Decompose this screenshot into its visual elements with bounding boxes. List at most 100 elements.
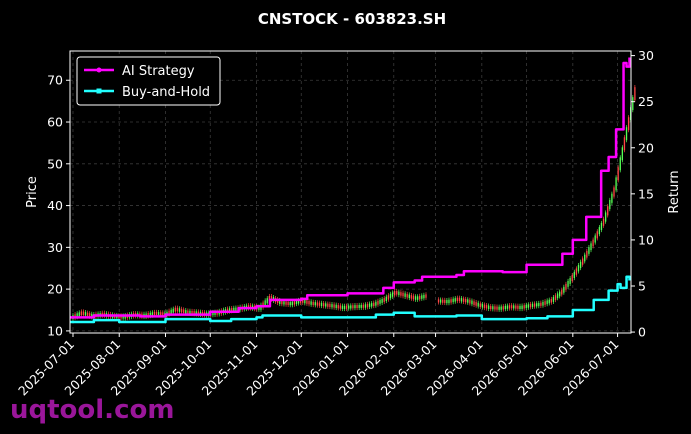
candle-body xyxy=(80,311,83,316)
candle-body xyxy=(396,291,398,295)
candle-body xyxy=(270,296,273,300)
candle-body xyxy=(341,305,344,309)
candle-body xyxy=(316,302,319,306)
candle-body xyxy=(356,305,358,309)
candle-body xyxy=(504,305,507,310)
candle-body xyxy=(483,304,486,308)
y-tick-label: 60 xyxy=(47,115,63,130)
candle-body xyxy=(331,304,333,308)
candle-body xyxy=(408,294,410,299)
candle-body xyxy=(304,299,306,304)
candle-body xyxy=(371,303,373,307)
candle-body xyxy=(329,303,331,308)
candle-body xyxy=(446,300,448,304)
candle-body xyxy=(293,301,296,305)
candle-body xyxy=(295,300,298,305)
candle-body xyxy=(174,307,177,312)
strategy-lines xyxy=(69,57,631,324)
candle-body xyxy=(598,227,601,235)
candle-body xyxy=(191,310,193,315)
candle-body xyxy=(563,286,565,293)
candle-body xyxy=(212,311,214,316)
y-axis-label: Price xyxy=(25,176,40,208)
candle-body xyxy=(187,310,189,314)
candle-body xyxy=(297,299,300,304)
candle-body xyxy=(592,239,594,247)
candle-body xyxy=(469,299,471,304)
candle-body xyxy=(249,305,252,309)
series-line-ai-strategy xyxy=(70,57,631,319)
y-right-tick-label: 10 xyxy=(638,232,654,247)
candle-body xyxy=(231,308,233,312)
candle-body xyxy=(458,297,461,302)
candle-body xyxy=(452,298,454,303)
candle-body xyxy=(517,305,519,309)
y-tick-label: 40 xyxy=(47,198,63,213)
candle-body xyxy=(500,306,502,310)
candle-body xyxy=(122,315,124,319)
candle-body xyxy=(393,291,396,296)
candle-body xyxy=(279,300,281,304)
candle-body xyxy=(226,308,229,313)
candle-body xyxy=(554,295,557,301)
candle-body xyxy=(228,308,231,312)
y-tick-label: 10 xyxy=(47,323,63,338)
candle-body xyxy=(479,303,481,307)
candle-body xyxy=(521,305,523,309)
candle-body xyxy=(398,291,400,296)
candle-body xyxy=(619,157,621,171)
candle-body xyxy=(423,294,425,299)
candle-body xyxy=(327,303,329,307)
candle-body xyxy=(590,243,592,251)
candle-body xyxy=(527,304,530,308)
candle-body xyxy=(502,306,504,310)
candle-body xyxy=(604,212,607,222)
candle-body xyxy=(387,295,390,300)
candle-body xyxy=(533,303,536,307)
candle-body xyxy=(377,300,379,305)
legend-marker-ai-strategy xyxy=(96,67,102,73)
candle-body xyxy=(613,187,615,197)
candle-body xyxy=(481,304,484,308)
candle-body xyxy=(542,301,544,306)
candle-body xyxy=(350,305,352,309)
candle-body xyxy=(197,311,199,315)
legend-label-buy-and-hold: Buy-and-Hold xyxy=(122,85,210,100)
candle-body xyxy=(538,302,540,307)
plot-frame xyxy=(69,50,632,334)
candle-body xyxy=(565,283,567,290)
candle-body xyxy=(444,299,446,303)
candle-body xyxy=(189,310,191,314)
candle-body xyxy=(473,301,475,305)
candle-body xyxy=(625,127,628,141)
legend-marker-buy-and-hold xyxy=(96,88,102,94)
candle-body xyxy=(153,311,156,316)
candle-body xyxy=(214,311,216,315)
candle-body xyxy=(268,296,271,302)
candle-body xyxy=(419,295,421,300)
candle-body xyxy=(596,231,598,239)
candle-body xyxy=(86,312,89,317)
candle-body xyxy=(609,199,611,210)
candle-body xyxy=(602,218,605,226)
candle-body xyxy=(487,305,490,309)
candle-body xyxy=(531,303,534,307)
candle-body xyxy=(561,289,563,295)
candle-body xyxy=(515,305,517,309)
candle-body xyxy=(318,302,321,306)
candle-body xyxy=(149,312,151,317)
candle-body xyxy=(339,305,342,309)
candle-body xyxy=(454,298,456,302)
y-tick-label: 30 xyxy=(47,240,63,255)
candle-body xyxy=(548,299,550,304)
candle-body xyxy=(185,310,187,314)
candle-body xyxy=(559,291,561,297)
y-axis-right-label: Return xyxy=(667,170,682,213)
candle-body xyxy=(89,313,91,317)
candle-body xyxy=(577,265,580,272)
candle-body xyxy=(373,302,375,307)
candle-body xyxy=(496,306,498,310)
candle-body xyxy=(498,306,500,310)
candle-body xyxy=(600,222,603,231)
